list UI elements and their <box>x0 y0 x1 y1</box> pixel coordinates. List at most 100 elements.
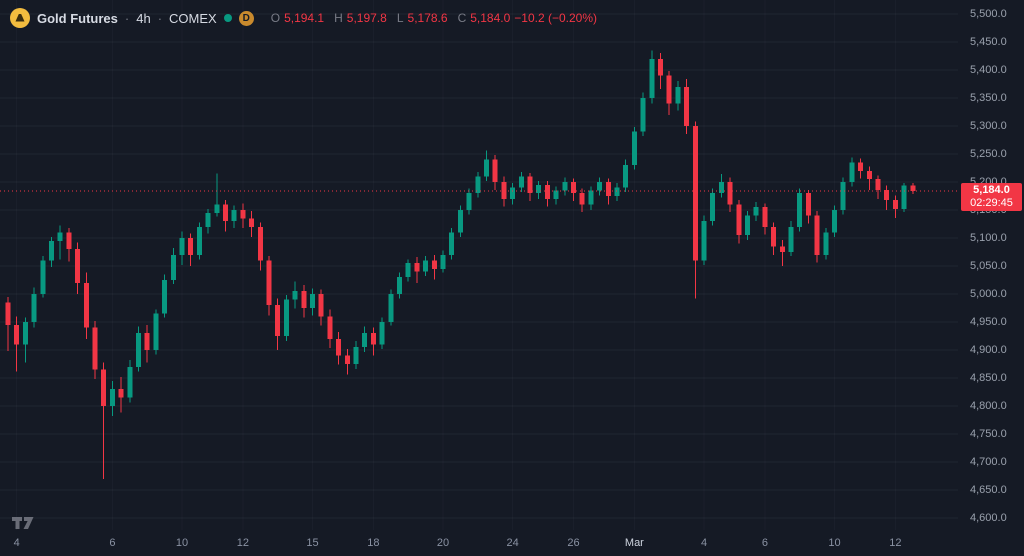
candle <box>397 272 402 299</box>
candle <box>170 248 176 284</box>
candle <box>405 259 411 282</box>
candle <box>379 317 385 349</box>
candle <box>779 240 785 266</box>
candle <box>840 177 846 215</box>
candle <box>553 186 559 205</box>
time-axis-label: Mar <box>624 537 644 549</box>
time-axis-label: 6 <box>109 537 116 549</box>
bar-countdown: 02:29:45 <box>970 196 1013 209</box>
candle <box>571 178 576 202</box>
price-axis-label: 5,050.0 <box>970 260 1007 272</box>
time-axis-label: 12 <box>889 537 902 549</box>
candle <box>49 236 54 268</box>
candle <box>727 177 733 213</box>
candle <box>301 285 307 318</box>
price-axis-label: 4,650.0 <box>970 484 1007 496</box>
candle <box>605 178 611 205</box>
market-status-icon <box>223 14 232 22</box>
candle <box>901 183 907 213</box>
candle <box>223 199 228 232</box>
candle <box>866 166 872 190</box>
price-axis-label: 4,800.0 <box>970 400 1007 412</box>
candle <box>832 205 837 237</box>
candle <box>492 155 498 190</box>
price-axis-label: 4,850.0 <box>970 372 1007 384</box>
candle <box>336 332 342 365</box>
candle <box>884 185 890 210</box>
time-axis[interactable]: 4 6 10 12 15 18 20 24 26 Mar 4 6 10 12 <box>0 532 1024 556</box>
time-axis-label: 15 <box>306 537 319 549</box>
candle <box>283 295 289 342</box>
candle <box>257 222 263 271</box>
candle <box>75 242 81 294</box>
candle <box>214 173 220 217</box>
candle <box>762 203 768 235</box>
candle <box>127 360 133 403</box>
candle <box>858 158 864 179</box>
candle <box>22 317 28 363</box>
candle <box>718 174 724 198</box>
candle <box>249 211 255 237</box>
price-axis-label: 4,600.0 <box>970 512 1007 524</box>
candle <box>440 250 446 273</box>
separator: · <box>157 10 163 26</box>
symbol-title[interactable]: Gold Futures <box>37 10 118 26</box>
candle <box>370 327 376 356</box>
candle <box>179 231 185 265</box>
candle <box>414 257 420 283</box>
separator: · <box>124 10 130 26</box>
price-axis-label: 4,900.0 <box>970 344 1007 356</box>
close-value: 5,184.0 <box>470 11 511 25</box>
candle <box>875 175 881 199</box>
open-key: O <box>270 11 281 25</box>
candle <box>144 324 150 363</box>
price-axis[interactable]: 5,500.0 5,450.0 5,400.0 5,350.0 5,300.0 5,250… <box>960 0 1024 532</box>
candle <box>40 255 46 298</box>
price-axis-label: 5,250.0 <box>970 148 1007 160</box>
price-axis-label: 5,350.0 <box>970 92 1007 104</box>
time-axis-label: 20 <box>436 537 450 549</box>
candle <box>240 203 246 228</box>
time-axis-label: 18 <box>367 537 380 549</box>
candle <box>614 183 620 202</box>
time-axis-label: 10 <box>828 537 841 549</box>
candle <box>101 362 107 479</box>
candle <box>588 186 594 210</box>
candle <box>14 316 20 372</box>
candle <box>83 272 89 339</box>
candle <box>153 309 159 355</box>
candle <box>658 53 663 90</box>
low-key: L <box>396 11 404 25</box>
change-value: −10.2 (−0.20%) <box>514 11 598 25</box>
symbol-legend: Gold Futures · 4h · COMEX D O 5,194.1 H 5,… <box>10 8 597 28</box>
price-axis-label: 4,700.0 <box>970 456 1007 468</box>
price-axis-label: 5,300.0 <box>970 120 1007 132</box>
timeframe[interactable]: 4h <box>136 10 151 26</box>
candle <box>527 173 533 202</box>
candle <box>231 205 237 228</box>
delayed-data-badge[interactable]: D <box>238 10 254 26</box>
candle <box>518 171 524 193</box>
price-axis-label: 5,000.0 <box>970 288 1007 300</box>
high-value: 5,197.8 <box>346 11 387 25</box>
candle <box>849 157 855 187</box>
candle <box>892 195 898 218</box>
candle <box>501 176 507 207</box>
candle <box>536 180 542 199</box>
candle <box>109 380 115 417</box>
candle <box>266 255 272 316</box>
price-axis-label: 5,500.0 <box>970 8 1007 20</box>
tradingview-logo[interactable] <box>10 515 38 536</box>
candle <box>388 289 394 326</box>
exchange[interactable]: COMEX <box>169 10 217 26</box>
candle <box>423 255 429 277</box>
candle <box>92 320 98 380</box>
candle <box>310 288 315 316</box>
candle <box>162 274 168 318</box>
candle <box>640 92 646 137</box>
candle <box>327 309 333 348</box>
candle <box>362 326 368 353</box>
price-axis-label: 4,950.0 <box>970 316 1007 328</box>
high-key: H <box>334 11 343 25</box>
